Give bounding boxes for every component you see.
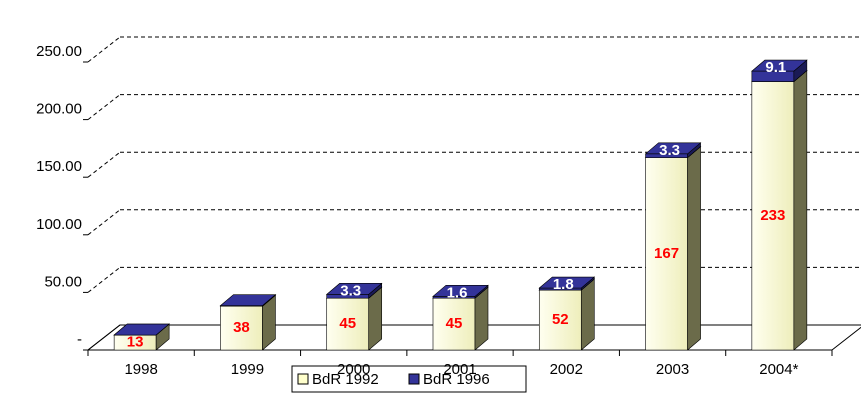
legend-swatch [297, 373, 309, 385]
bar-face [644, 142, 702, 155]
bar-face [751, 59, 808, 72]
bar [219, 294, 277, 307]
x-tick-label: 1998 [124, 361, 157, 378]
data-label: 233 [760, 207, 785, 224]
data-label: 52 [552, 311, 569, 328]
bar-face [432, 285, 489, 297]
bar [538, 276, 596, 291]
bar [325, 282, 383, 299]
grid-line [87, 36, 121, 63]
y-tick-label: - [77, 331, 82, 348]
y-tick-label: 250.00 [36, 43, 82, 60]
legend-swatch [408, 373, 420, 385]
bar-face [325, 283, 383, 295]
data-label: 3.3 [659, 142, 680, 159]
data-label: 167 [654, 245, 679, 262]
data-label: 1.6 [447, 284, 468, 301]
x-tick-label: 2004* [759, 361, 798, 378]
bar-face [113, 323, 170, 336]
data-label: 45 [446, 315, 463, 332]
grid-line [87, 94, 121, 120]
legend-label: BdR 1992 [312, 371, 379, 388]
data-label: 13 [127, 333, 144, 350]
bar-face [793, 69, 808, 351]
data-label: 45 [339, 315, 356, 332]
y-tick-label: 150.00 [36, 158, 82, 175]
data-label: 38 [233, 319, 250, 336]
y-tick-label: 200.00 [36, 101, 82, 118]
bar [113, 323, 170, 336]
bar [751, 59, 808, 83]
bar [432, 284, 489, 299]
y-tick-label: 50.00 [44, 273, 82, 290]
data-label: 9.1 [765, 59, 786, 76]
grid-line [87, 209, 121, 236]
bar-face [538, 276, 596, 289]
x-tick-label: 2002 [550, 361, 583, 378]
x-tick-label: 2001 [443, 361, 476, 378]
x-tick-label: 1999 [231, 361, 264, 378]
y-axis [87, 324, 121, 351]
bar-face [580, 278, 595, 351]
bar [644, 142, 702, 159]
x-tick-label: 2003 [656, 361, 689, 378]
legend-label: BdR 1996 [423, 371, 490, 388]
grid-line [87, 267, 121, 293]
data-label: 1.8 [553, 276, 574, 293]
x-tick-label: 2000 [337, 361, 370, 378]
bar-face [687, 145, 701, 351]
bar-face [219, 294, 277, 306]
y-tick-label: 100.00 [36, 216, 82, 233]
grid-line [87, 151, 121, 178]
data-label: 3.3 [340, 282, 361, 299]
